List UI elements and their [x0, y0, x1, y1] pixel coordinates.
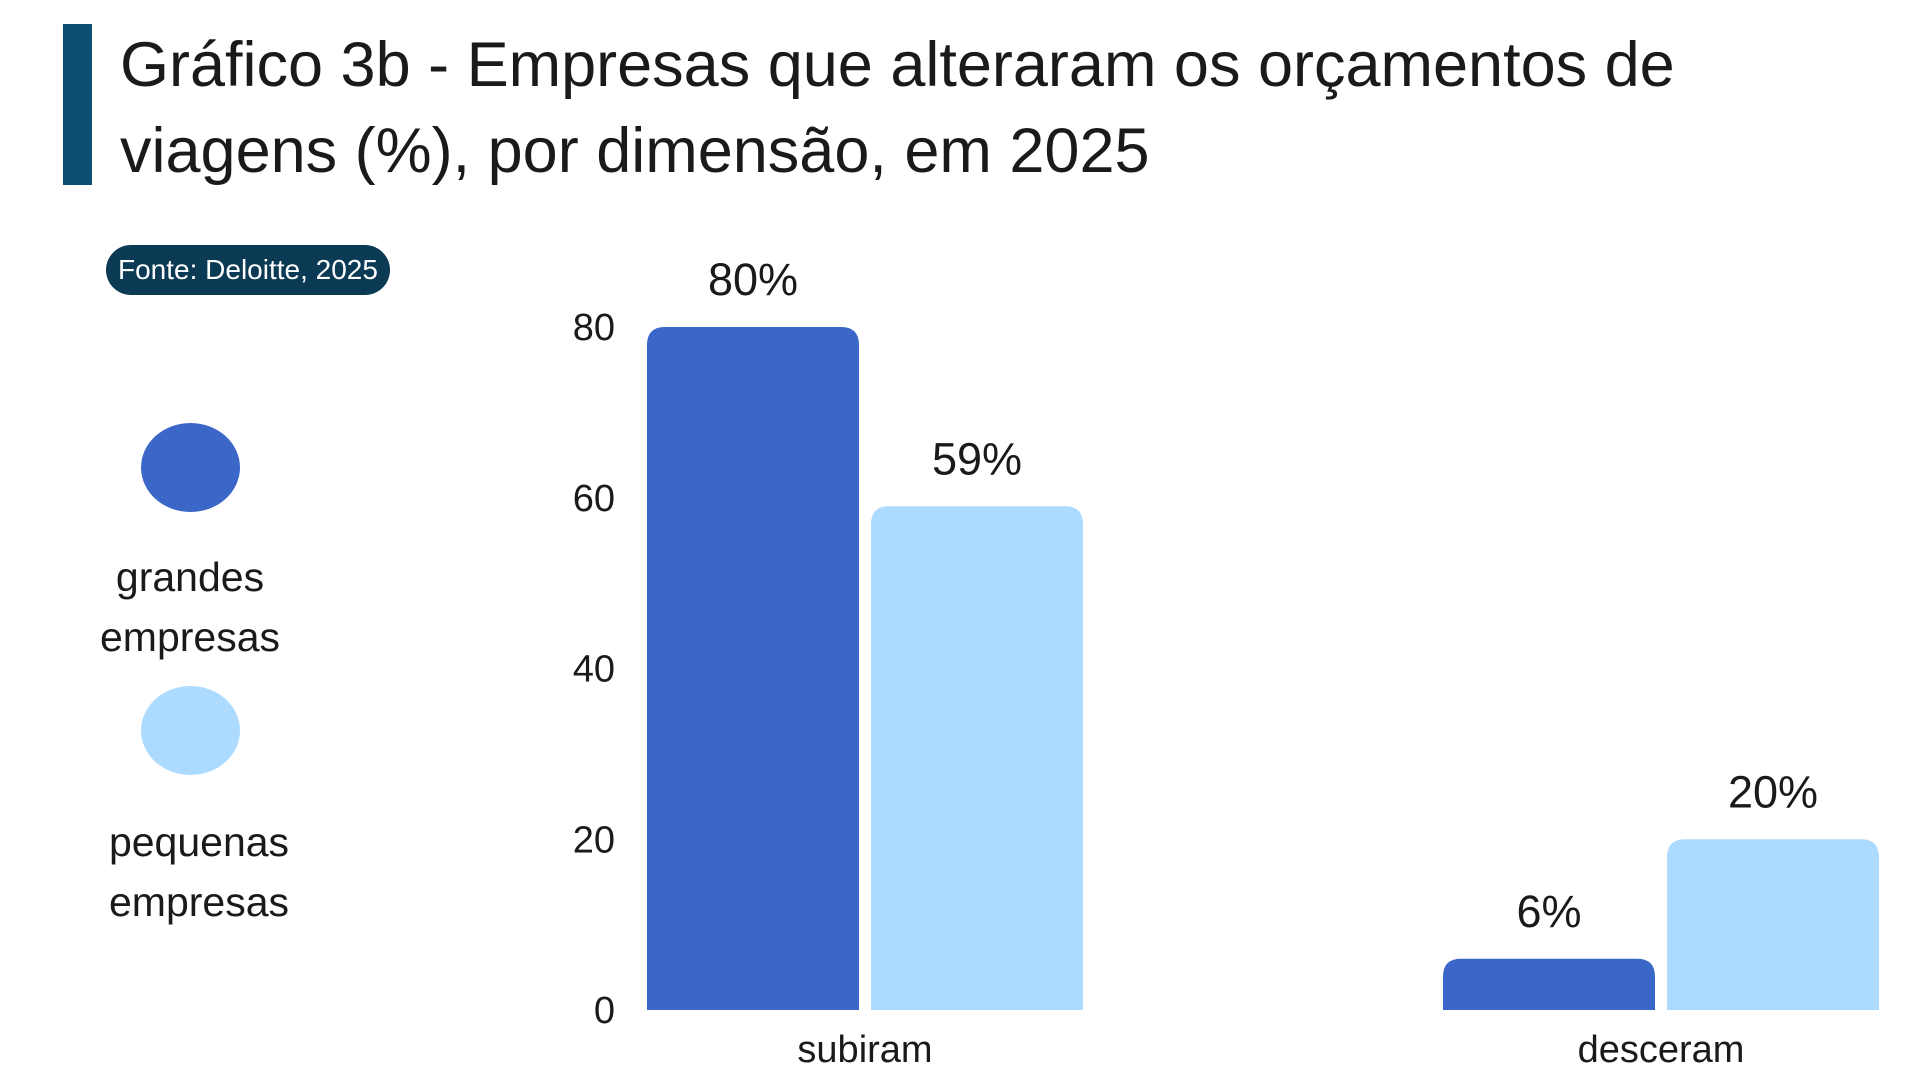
title-accent-bar: [63, 24, 92, 185]
source-badge: Fonte: Deloitte, 2025: [106, 245, 390, 295]
bar: [1443, 958, 1655, 1010]
legend-swatch-grandes: [141, 423, 240, 512]
data-label: 59%: [932, 433, 1022, 484]
data-label: 6%: [1516, 886, 1581, 937]
legend-swatch-pequenas: [141, 686, 240, 775]
y-tick-label: 0: [594, 990, 615, 1032]
data-label: 20%: [1728, 766, 1818, 817]
bar: [871, 506, 1083, 1010]
legend-label-pequenas: pequenas empresas: [108, 819, 290, 925]
y-tick-label: 80: [573, 307, 615, 349]
bar: [647, 327, 859, 1010]
bar: [1667, 839, 1879, 1010]
data-label: 80%: [708, 254, 798, 305]
chart-title: Gráfico 3b - Empresas que alteraram os o…: [120, 30, 1675, 186]
y-tick-label: 20: [573, 819, 615, 861]
y-tick-label: 40: [573, 649, 615, 691]
x-category-label: desceram: [1578, 1029, 1745, 1071]
x-category-label: subiram: [797, 1029, 932, 1071]
legend-label-grandes: grandes empresas: [99, 554, 280, 660]
y-tick-label: 60: [573, 478, 615, 520]
